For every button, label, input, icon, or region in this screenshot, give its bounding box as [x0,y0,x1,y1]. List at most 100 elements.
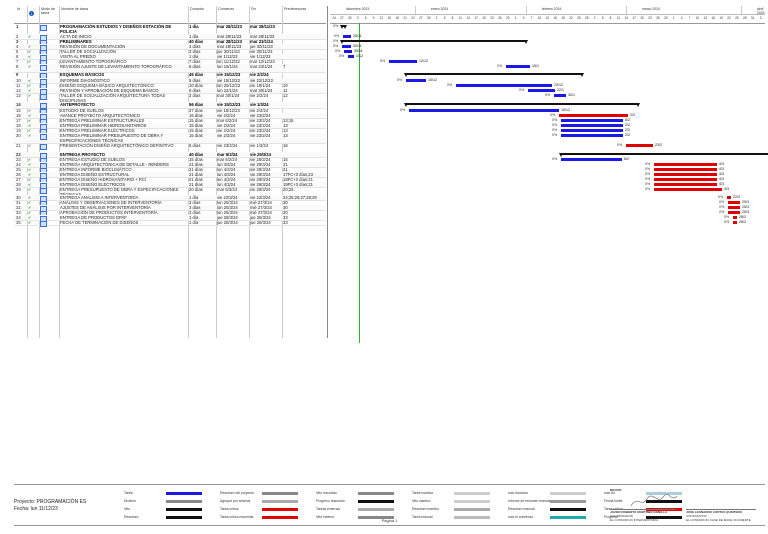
task-id[interactable]: 13 [16,93,21,98]
task-name[interactable]: ENTREGA PROYECTO [60,152,105,157]
task-finish[interactable]: mié 27/3/24 [250,205,272,210]
task-predecessors[interactable]: 13;15 [283,118,294,123]
task-row[interactable]: 14 ANTEPROYECTO 56 días vie 15/12/23 vie 1/3… [14,102,326,109]
task-name[interactable]: REVISIÓN DE DOCUMENTACIÓN [60,44,126,49]
task-id[interactable]: 6 [16,54,19,59]
task-bar[interactable] [506,65,530,68]
critical-task-bar[interactable] [654,178,717,181]
task-finish[interactable]: vie 1/3/24 [250,143,269,148]
task-row[interactable]: 4 ✔ REVISIÓN DE DOCUMENTACIÓN 3 días mar 28/… [14,44,326,51]
task-id[interactable]: 28 [16,182,21,187]
task-row[interactable]: 35 ✔ FECHA DE TERMINACIÓN DE DISEÑOS 1 día j… [14,220,326,227]
task-duration[interactable]: 15 días [189,123,203,128]
task-row[interactable]: 30 ✔ ENTREGA ANÁLISIS A INTERVENTORÍA 1 día… [14,195,326,202]
task-name[interactable]: ANÁLISIS Y OBSERVACIONES DE INTERVENTORÍ… [60,200,162,205]
task-bar[interactable] [561,129,623,132]
task-duration[interactable]: 21 días [189,162,203,167]
task-id[interactable]: 1 [16,24,19,29]
task-duration[interactable]: 1 día [189,24,199,29]
task-finish[interactable]: vie 26/2/24 [250,157,271,162]
task-id[interactable]: 5 [16,49,19,54]
task-start[interactable]: lun 25/12/23 [217,83,241,88]
task-bar[interactable] [342,45,351,48]
task-start[interactable]: vie 2/2/24 [217,128,236,133]
task-duration[interactable]: 1 día [189,195,199,200]
critical-task-bar[interactable] [654,168,717,171]
task-id[interactable]: 8 [16,64,19,69]
task-predecessors[interactable]: 10 [283,83,288,88]
task-duration[interactable]: 21 días [189,167,203,172]
task-id[interactable]: 17 [16,118,21,123]
critical-task-bar[interactable] [654,173,717,176]
task-start[interactable]: mar 6/2/24 [217,157,238,162]
task-id[interactable]: 3 [16,39,19,44]
task-finish[interactable]: mié 27/3/24 [250,200,272,205]
task-start[interactable]: vie 15/12/23 [217,102,241,107]
task-start[interactable]: lun 4/3/24 [217,167,236,172]
task-finish[interactable]: jue 28/3/24 [250,215,271,220]
task-id[interactable]: 31 [16,200,21,205]
task-finish[interactable]: mar 30/1/24 [250,88,273,93]
task-finish[interactable]: vie 23/2/24 [250,123,271,128]
task-duration[interactable]: 1 día [189,215,199,220]
task-row[interactable]: 28 ✔ ENTREGA DISEÑO ELÉCTRICOS 21 días lun 4… [14,182,326,189]
task-finish[interactable]: vie 19/1/24 [250,83,271,88]
task-id[interactable]: 7 [16,59,19,64]
task-id[interactable]: 15 [16,108,21,113]
task-start[interactable]: lun 25/3/24 [217,210,238,215]
task-duration[interactable]: 45 días [189,72,204,77]
task-row[interactable]: 8 ✔ REVISIÓN AJUSTE DE LEVANTAMIENTO TOPOG… [14,64,326,73]
task-start[interactable]: vie 15/12/23 [217,78,240,83]
task-start[interactable]: lun 11/12/23 [217,59,240,64]
task-name[interactable]: TALLER DE SOCIALIZACIÓN ARQUITECTURA TOD… [60,93,166,103]
task-bar[interactable] [343,35,351,38]
task-finish[interactable]: jue 30/11/23 [250,44,273,49]
task-bar[interactable] [561,124,623,127]
task-finish[interactable]: vie 29/3/24 [250,152,271,157]
task-bar[interactable] [561,158,622,161]
task-name[interactable]: APROBACIÓN DE PRODUCTOS INTERVENTORÍA [60,210,158,215]
task-mode-icon[interactable] [40,93,52,101]
task-finish[interactable]: mar 28/11/23 [250,34,275,39]
task-duration[interactable]: 3 días [189,205,201,210]
task-predecessors[interactable]: 18FC+3 días;21 [283,177,313,182]
task-name[interactable]: ENTREGA PRELIMINAR PRESUPUESTO DE OBRA Y… [60,133,164,143]
header-name[interactable]: Nombre de tarea [61,7,88,11]
task-duration[interactable]: 15 días [189,113,203,118]
task-mode-icon[interactable] [40,64,52,72]
task-predecessors[interactable]: 17FC+3 días;23 [283,172,313,177]
task-start[interactable]: jue 28/3/24 [217,220,238,225]
task-name[interactable]: REVISIÓN AJUSTE DE LEVANTAMIENTO TOPOGRÁ… [60,64,172,69]
task-start[interactable]: mar 28/11/23 [217,34,242,39]
task-duration[interactable]: 6 días [189,88,201,93]
header-duration[interactable]: Duración [190,7,205,11]
task-bar[interactable] [344,50,352,53]
task-start[interactable]: lun 4/3/24 [217,172,236,177]
task-predecessors[interactable]: 13 [283,128,288,133]
task-start[interactable]: lun 4/3/24 [217,182,236,187]
task-row[interactable]: 16 ✔ AVANCE PROYECTO ARQUITECTÓNICO 15 días… [14,113,326,120]
task-mode-icon[interactable] [40,102,52,110]
task-name[interactable]: TALLER DE SOCIALIZACIÓN [60,49,117,54]
critical-task-bar[interactable] [654,163,717,166]
task-start[interactable]: vie 2/2/24 [217,113,236,118]
task-duration[interactable]: 6 días [189,143,201,148]
header-id[interactable]: Id [17,7,20,11]
task-id[interactable]: 23 [16,157,21,162]
task-predecessors[interactable]: 30 [283,200,288,205]
task-name[interactable]: ENTREGA PRELIMINAR ESTRUCTURALES [60,118,145,123]
task-bar[interactable] [456,84,552,87]
task-start[interactable]: lun 25/3/24 [217,205,238,210]
task-mode-icon[interactable] [40,133,52,141]
critical-task-bar[interactable] [654,183,717,186]
task-duration[interactable]: 1 día [189,34,199,39]
task-name[interactable]: ENTREGA PRELIMINAR HIDROSANITARIOS [60,123,147,128]
task-predecessors[interactable]: 16 [283,143,288,148]
task-finish[interactable]: vie 29/3/24 [250,187,271,192]
task-name[interactable]: ENTREGA ARQUITECTÓNICA DE DETALLE - REND… [60,162,169,167]
task-id[interactable]: 33 [16,210,21,215]
task-start[interactable]: lun 25/3/24 [217,200,238,205]
task-duration[interactable]: 40 días [189,152,204,157]
critical-task-bar[interactable] [654,188,722,191]
task-name[interactable]: AJUSTES DE ANÁLISIS POR INTERVENTORÍA [60,205,151,210]
